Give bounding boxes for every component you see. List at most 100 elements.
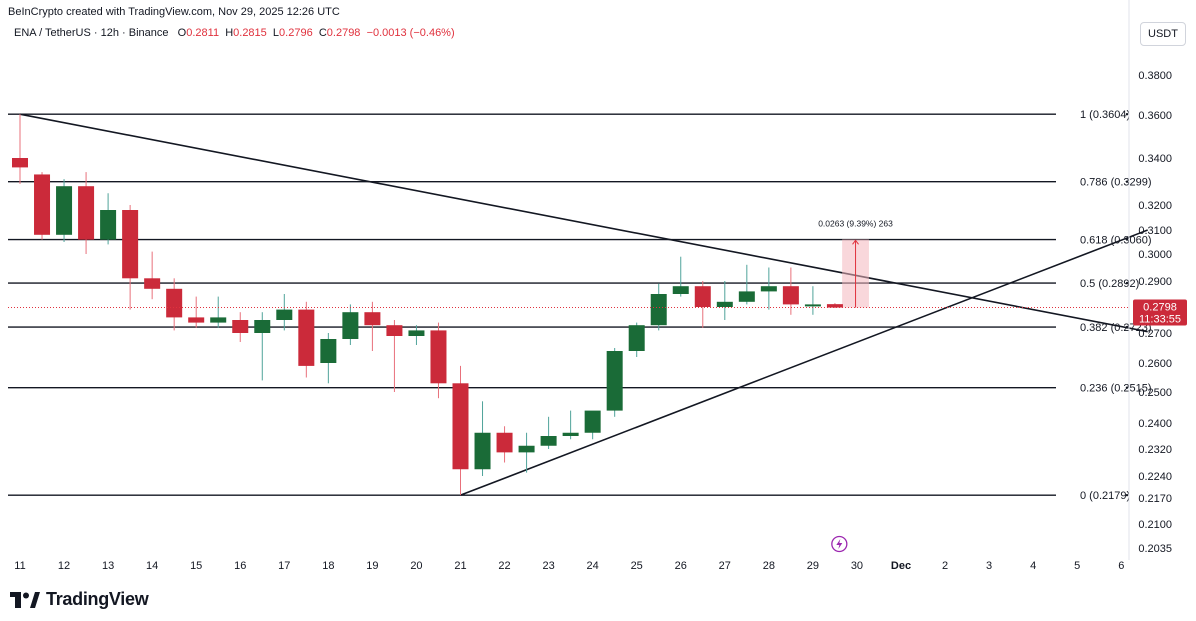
candle-body — [34, 174, 51, 235]
time-axis-tick: 29 — [807, 560, 819, 572]
time-axis-tick: 4 — [1030, 560, 1036, 572]
time-axis-tick: 19 — [366, 560, 378, 572]
candle-body — [276, 309, 293, 320]
time-axis-tick: 17 — [278, 560, 290, 572]
candle-body — [430, 330, 447, 384]
low-value: 0.2796 — [279, 27, 313, 39]
candle-body — [386, 325, 403, 336]
candle-body — [518, 445, 535, 453]
price-axis-tick: 0.2170 — [1138, 493, 1172, 505]
time-axis-tick: 6 — [1118, 560, 1124, 572]
price-axis-tick: 0.3000 — [1138, 249, 1172, 261]
price-axis-tick: 0.2100 — [1138, 519, 1172, 531]
open-value: 0.2811 — [186, 27, 220, 39]
candle-body — [496, 432, 513, 453]
time-axis-tick: 25 — [631, 560, 643, 572]
price-axis-tick: 0.2500 — [1138, 387, 1172, 399]
candle-body — [694, 286, 711, 307]
time-axis-tick: 13 — [102, 560, 114, 572]
time-axis-tick: 23 — [542, 560, 554, 572]
fib-label-dot — [1125, 281, 1129, 285]
time-axis: 11 12 13 14 15 16 17 18 19 20 21 22 23 24 25 26 27 28 29 30… — [14, 560, 1124, 572]
price-axis-tick: 0.3200 — [1138, 200, 1172, 212]
candle-body — [540, 436, 557, 446]
candle-body — [760, 286, 777, 292]
close-label: C — [318, 27, 327, 39]
price-axis-tick: 0.3100 — [1138, 225, 1172, 237]
fib-label-dot — [1125, 113, 1129, 116]
time-axis-tick: 24 — [587, 560, 599, 572]
price-axis-tick: 0.2600 — [1138, 358, 1172, 370]
fibonacci-levels: 1 (0.3604) 0.786 (0.3299) 0.618 (0.3060) 0.… — [8, 109, 1152, 502]
candle-body — [210, 317, 227, 323]
lightning-glyph — [836, 539, 843, 549]
candle-body — [144, 278, 161, 289]
time-axis-tick: 14 — [146, 560, 158, 572]
candle-body — [254, 320, 271, 333]
candle-body — [738, 291, 755, 302]
price-axis-tick: 0.3400 — [1138, 153, 1172, 165]
candle-body — [716, 301, 733, 307]
open-label: O — [177, 27, 187, 39]
candle-body — [100, 210, 117, 240]
time-axis-tick: 26 — [675, 560, 687, 572]
price-axis-tick: 0.2400 — [1138, 418, 1172, 430]
candle-body — [166, 288, 183, 318]
candle-body — [122, 210, 139, 279]
time-axis-tick: 12 — [58, 560, 70, 572]
trendline — [19, 113, 1148, 333]
time-axis-tick: 5 — [1074, 560, 1080, 572]
fib-label: 0 (0.2179) — [1080, 490, 1130, 502]
time-axis-tick: 15 — [190, 560, 202, 572]
candle-body — [826, 304, 843, 308]
candle-body — [474, 432, 491, 470]
currency-button[interactable]: USDT — [1140, 22, 1186, 46]
fib-label: 0.618 (0.3060) — [1080, 235, 1152, 247]
time-axis-tick: 22 — [498, 560, 510, 572]
current-price-countdown: 11:33:55 — [1139, 314, 1181, 326]
price-axis-tick: 0.2320 — [1138, 444, 1172, 456]
fib-label: 0.236 (0.2515) — [1080, 383, 1152, 395]
chart-attribution: BeInCrypto created with TradingView.com,… — [8, 6, 340, 18]
candle-body — [342, 312, 359, 339]
time-axis-tick: 16 — [234, 560, 246, 572]
time-axis-tick: 27 — [719, 560, 731, 572]
candle-body — [804, 304, 821, 307]
price-axis-tick: 0.3600 — [1138, 110, 1172, 122]
price-axis-tick: 0.2900 — [1138, 276, 1172, 288]
candle-body — [606, 351, 623, 411]
fib-label-dot — [1125, 493, 1129, 497]
price-chart[interactable]: 1 (0.3604)0.786 (0.3299)0.618 (0.3060)0.… — [0, 0, 1196, 585]
fib-label-dot — [1125, 386, 1129, 389]
candle-body — [188, 317, 205, 323]
time-axis-tick: 2 — [942, 560, 948, 572]
fib-label: 1 (0.3604) — [1080, 109, 1130, 121]
price-axis: 0.3800 0.3600 0.3400 0.3200 0.3100 0.3000 0.29… — [1128, 0, 1172, 560]
fib-label: 0.382 (0.2723) — [1080, 322, 1152, 334]
candle-body — [672, 286, 689, 294]
candle-body — [628, 325, 645, 351]
current-price-tag — [1133, 299, 1187, 326]
low-label: L — [272, 27, 280, 39]
trendline — [460, 229, 1148, 496]
change-value: −0.0013 (−0.46%) — [366, 27, 455, 39]
time-axis-tick: 28 — [763, 560, 775, 572]
candle-body — [320, 339, 337, 363]
time-axis-tick: 30 — [851, 560, 863, 572]
events — [831, 535, 848, 553]
time-axis-tick: Dec — [891, 560, 911, 572]
time-axis-tick: 11 — [14, 560, 25, 572]
symbol-label[interactable]: ENA / TetherUS · 12h · Binance — [14, 27, 169, 39]
trendlines — [19, 113, 1148, 496]
candle-body — [782, 286, 799, 305]
candle-body — [452, 383, 469, 470]
close-value: 0.2798 — [326, 27, 361, 39]
candle-body — [232, 320, 249, 333]
fib-label: 0.5 (0.2892) — [1080, 278, 1139, 290]
tradingview-logo[interactable]: TradingView — [10, 589, 149, 610]
candle-body — [364, 312, 381, 326]
price-axis-tick: 0.2700 — [1138, 328, 1172, 340]
candle-body — [12, 158, 28, 168]
tradingview-brand-name: TradingView — [46, 589, 149, 609]
